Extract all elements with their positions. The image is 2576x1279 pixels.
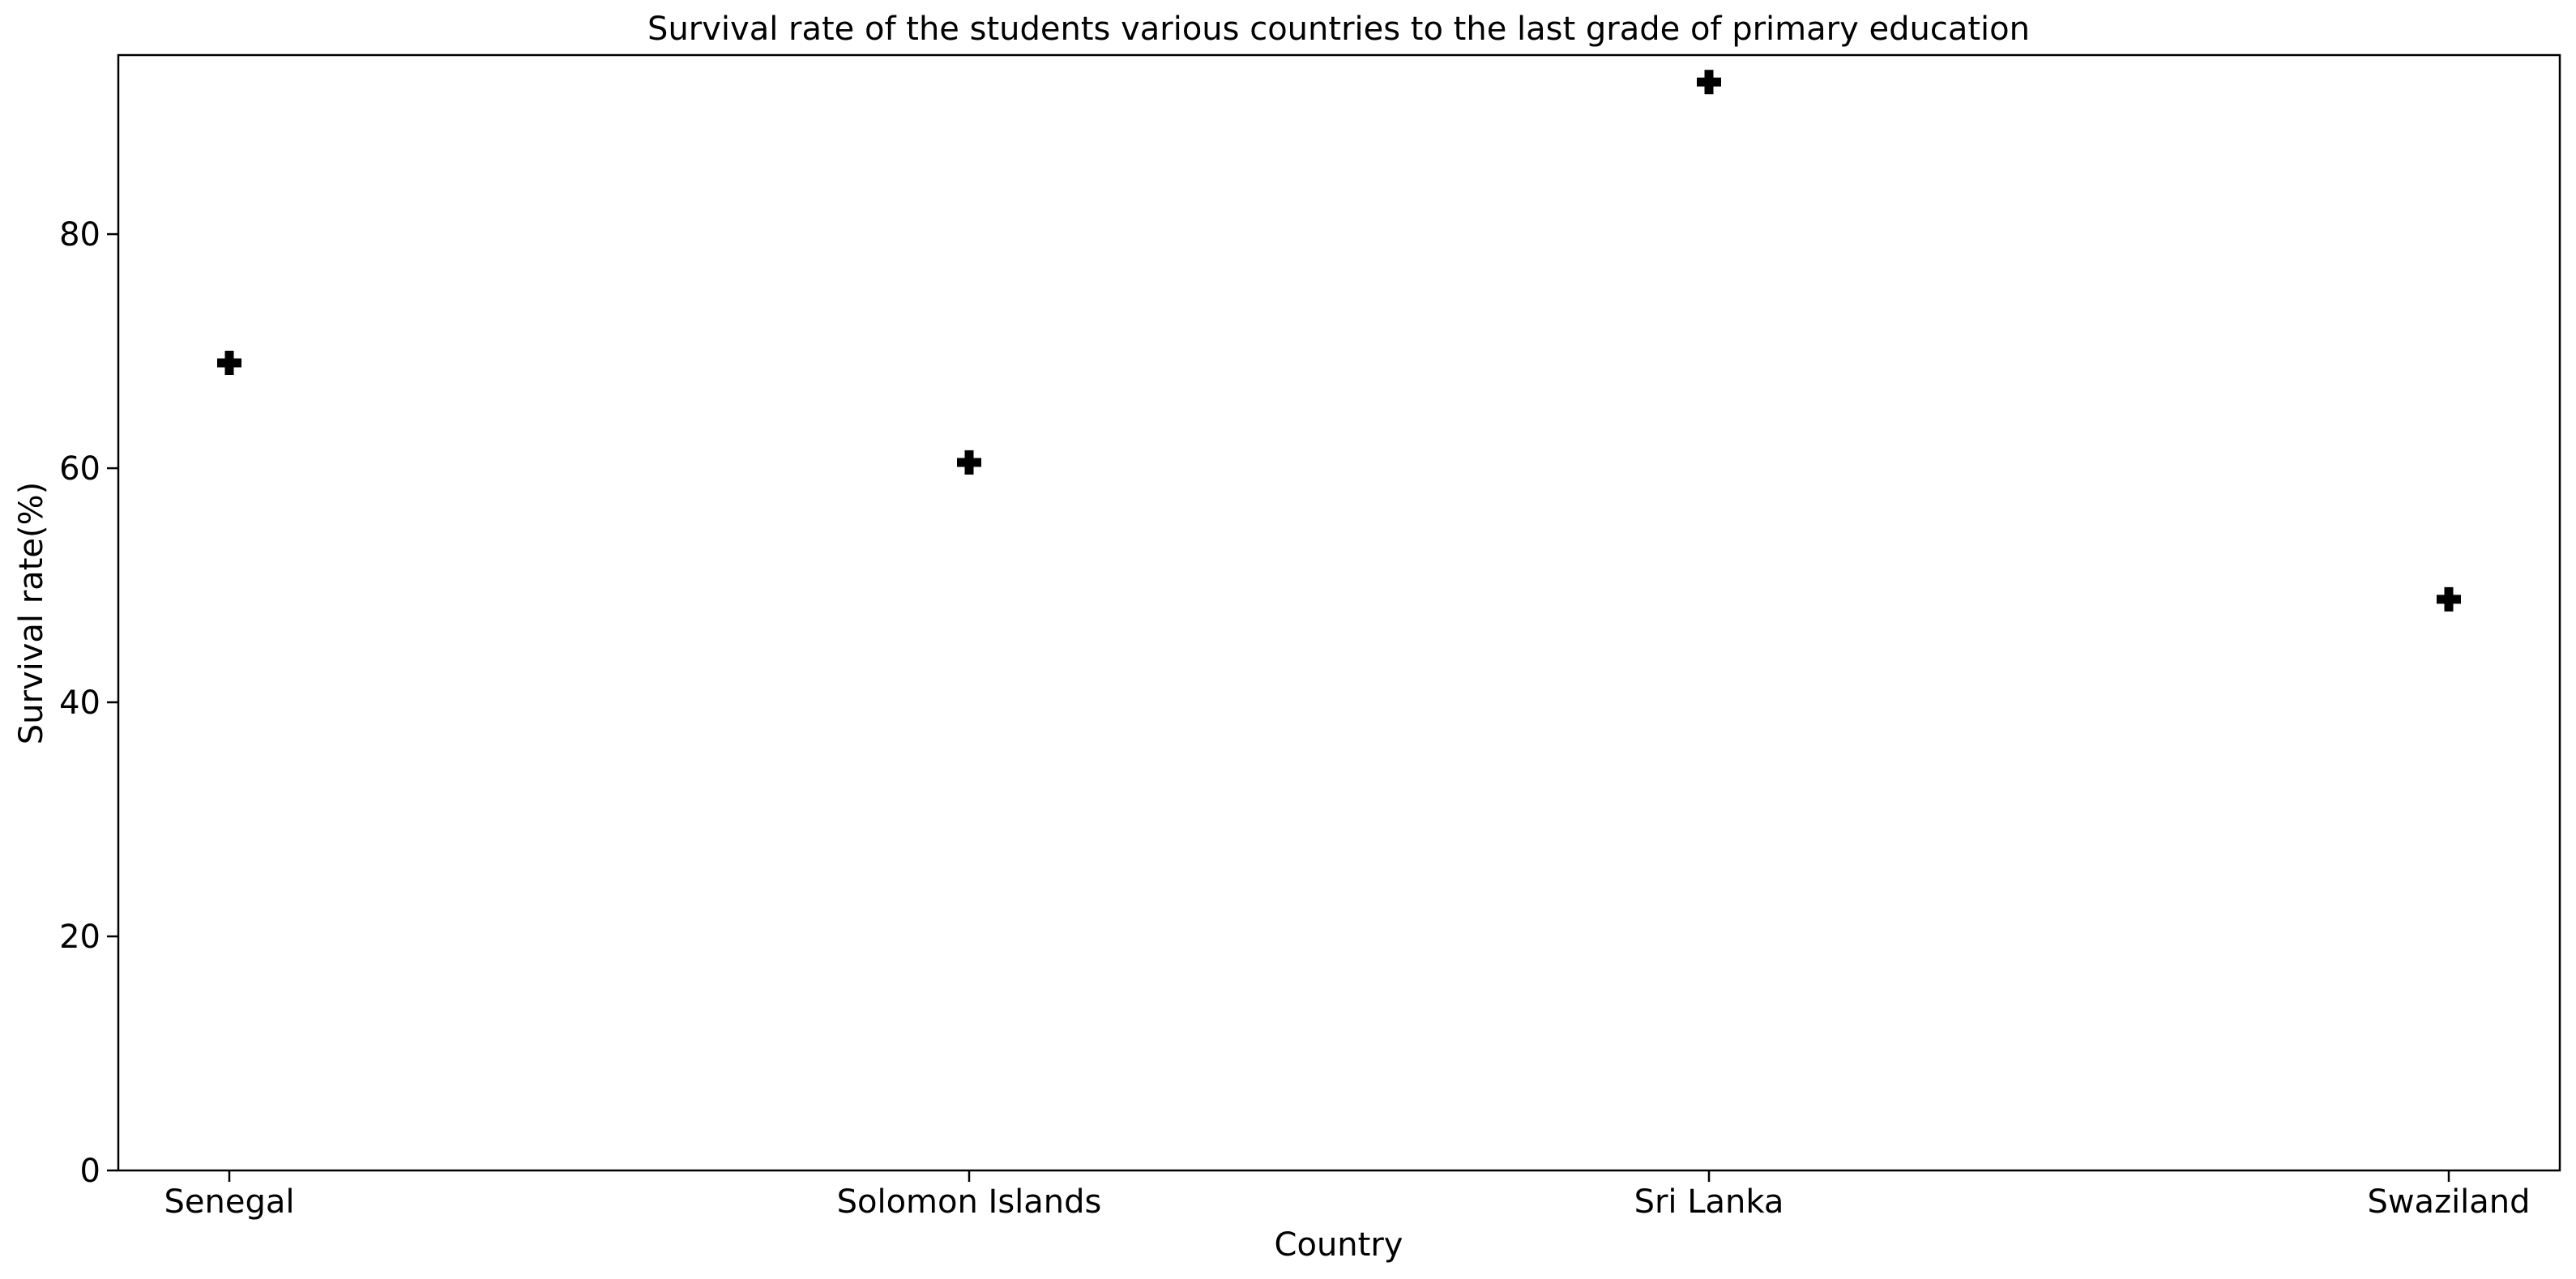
y-tick-label: 40 (59, 684, 100, 722)
data-point-marker (1697, 70, 1721, 95)
y-axis-label: Survival rate(%) (13, 482, 50, 744)
x-tick-label: Sri Lanka (1634, 1183, 1784, 1221)
data-point-marker (2437, 586, 2461, 612)
plot-area: 0 20 40 60 80 Senegal Solomon Islands Sri Lank… (59, 53, 2561, 1221)
data-point-marker (217, 351, 241, 376)
data-point-marker (957, 450, 981, 475)
plot-frame (117, 53, 2561, 1172)
x-tick-label: Solomon Islands (837, 1183, 1102, 1221)
x-tick-label: Swaziland (2367, 1183, 2530, 1221)
y-tick-label: 60 (59, 450, 100, 488)
y-axis: 0 20 40 60 80 (59, 216, 118, 1190)
y-tick-label: 0 (80, 1153, 100, 1190)
x-axis-label: Country (1275, 1226, 1403, 1264)
chart-title: Survival rate of the students various co… (647, 11, 2030, 48)
data-series (217, 70, 2461, 612)
y-tick-label: 80 (59, 216, 100, 254)
y-tick-label: 20 (59, 919, 100, 956)
x-tick-label: Senegal (164, 1183, 295, 1221)
x-axis: Senegal Solomon Islands Sri Lanka Swaziland (164, 1170, 2531, 1221)
